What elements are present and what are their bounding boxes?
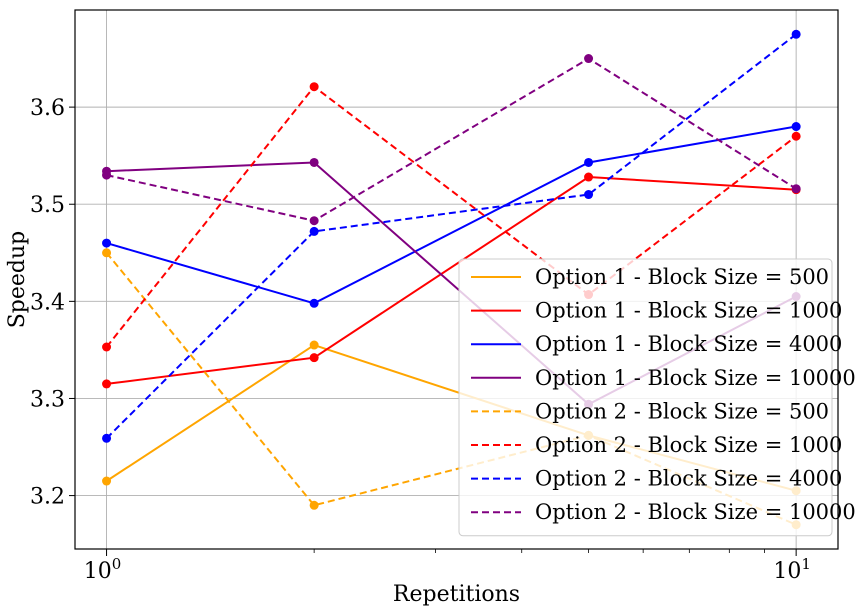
y-tick-label: 3.2 (30, 485, 65, 510)
data-point (102, 476, 112, 486)
series-lines (102, 29, 801, 530)
data-point (791, 131, 801, 141)
y-axis-label: Speedup (5, 231, 30, 329)
axis-ticks: 3.2 3.3 3.4 3.5 3.6 100 101 (30, 96, 811, 584)
data-point (102, 342, 112, 352)
series-line (105, 252, 797, 526)
data-point (584, 172, 594, 182)
series-line (106, 175, 797, 385)
data-point (584, 190, 594, 200)
data-point (102, 379, 112, 389)
data-point (791, 29, 801, 39)
plot-frame (74, 9, 839, 550)
y-tick-label: 3.5 (30, 193, 65, 218)
legend-label: Option 2 - Block Size = 4000 (535, 467, 842, 491)
data-point (102, 170, 112, 180)
data-point (791, 122, 801, 132)
x-tick-label: 100 (84, 555, 122, 584)
data-point (309, 340, 319, 350)
legend-label: Option 2 - Block Size = 500 (535, 399, 829, 423)
series-line (105, 85, 797, 348)
data-point (584, 157, 594, 167)
data-point (102, 248, 112, 258)
data-point (102, 238, 112, 248)
data-point (309, 82, 319, 92)
data-point (102, 433, 112, 443)
legend: Option 1 - Block Size = 500 Option 1 - Bl… (458, 258, 856, 537)
y-tick-label: 3.4 (30, 290, 65, 315)
legend-label: Option 1 - Block Size = 4000 (535, 332, 842, 356)
x-tick-label: 101 (773, 555, 811, 584)
x-axis-label: Repetitions (393, 582, 520, 607)
y-tick-label: 3.3 (30, 387, 65, 412)
data-point (309, 353, 319, 363)
legend-label: Option 1 - Block Size = 1000 (535, 299, 842, 323)
data-point (791, 184, 801, 194)
data-point (309, 226, 319, 236)
data-point (309, 157, 319, 167)
legend-label: Option 2 - Block Size = 1000 (535, 433, 842, 457)
legend-label: Option 2 - Block Size = 10000 (535, 500, 856, 524)
data-point (309, 216, 319, 226)
legend-label: Option 1 - Block Size = 10000 (535, 366, 856, 390)
y-tick-label: 3.6 (30, 96, 65, 121)
series-line (106, 57, 797, 222)
data-point (584, 54, 594, 64)
series-line (106, 125, 797, 305)
series-line (105, 33, 797, 440)
legend-label: Option 1 - Block Size = 500 (535, 265, 829, 289)
data-point (309, 500, 319, 510)
legend-box (458, 258, 833, 537)
data-point (309, 298, 319, 308)
